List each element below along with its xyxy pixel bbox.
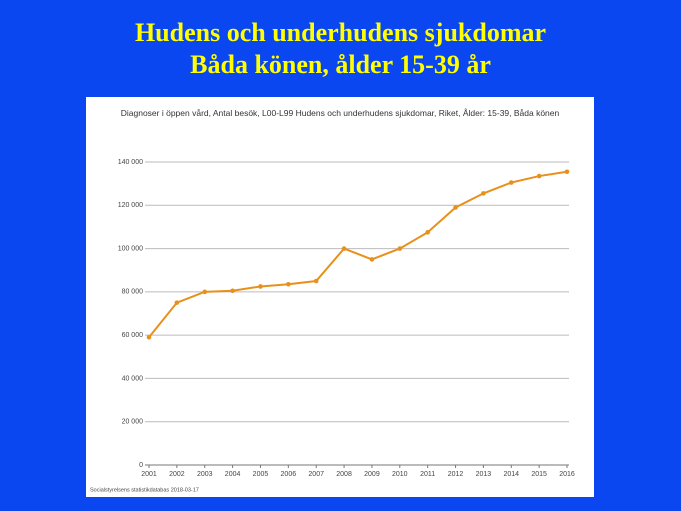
- data-point: [564, 169, 570, 175]
- y-tick-label: 100 000: [118, 245, 143, 252]
- chart-title: Diagnoser i öppen vård, Antal besök, L00…: [120, 108, 560, 118]
- data-point: [146, 335, 152, 340]
- x-tick-label: 2014: [503, 471, 519, 478]
- data-point: [258, 284, 263, 289]
- x-tick-label: 2015: [531, 471, 547, 478]
- x-tick-label: 2008: [336, 471, 352, 478]
- y-tick-label: 0: [139, 462, 143, 469]
- chart-box: Socialstyrelsens statistikdatabas 2018-0…: [86, 97, 594, 497]
- x-tick-label: 2010: [392, 471, 408, 478]
- data-point: [230, 288, 235, 294]
- y-tick-label: 60 000: [122, 332, 144, 339]
- x-tick-label: 2001: [141, 471, 157, 478]
- x-tick-label: 2013: [476, 471, 492, 478]
- slide-subtitle: Båda könen, ålder 15-39 år: [190, 50, 491, 79]
- data-line: [148, 170, 568, 338]
- data-point: [425, 230, 430, 235]
- data-point: [453, 205, 458, 210]
- data-point: [536, 173, 542, 179]
- x-tick-label: 2003: [197, 471, 213, 478]
- x-tick-label: 2005: [253, 471, 269, 478]
- x-tick-label: 2012: [448, 471, 464, 478]
- data-point: [286, 281, 291, 287]
- data-point: [313, 278, 319, 284]
- slide-title: Hudens och underhudens sjukdomar: [134, 18, 547, 47]
- data-point: [481, 191, 486, 196]
- x-tick-label: 2004: [225, 471, 241, 478]
- data-point: [174, 300, 180, 305]
- y-tick-label: 20 000: [122, 419, 144, 426]
- source-note: Socialstyrelsens statistikdatabas 2018-0…: [90, 487, 199, 493]
- data-point: [508, 180, 514, 185]
- chart: Socialstyrelsens statistikdatabas 2018-0…: [90, 159, 575, 494]
- data-point: [202, 289, 208, 295]
- y-tick-label: 40 000: [122, 375, 144, 382]
- x-tick-label: 2016: [559, 471, 575, 478]
- x-tick-label: 2007: [308, 471, 324, 478]
- x-tick-label: 2009: [364, 471, 380, 478]
- data-point: [369, 257, 375, 262]
- x-tick-label: 2006: [281, 471, 297, 478]
- y-tick-label: 120 000: [118, 202, 143, 209]
- data-point: [341, 246, 347, 251]
- y-tick-label: 140 000: [118, 159, 143, 166]
- y-tick-label: 80 000: [122, 289, 144, 296]
- x-tick-label: 2002: [169, 471, 185, 478]
- x-tick-label: 2011: [420, 471, 435, 478]
- data-point: [397, 246, 403, 251]
